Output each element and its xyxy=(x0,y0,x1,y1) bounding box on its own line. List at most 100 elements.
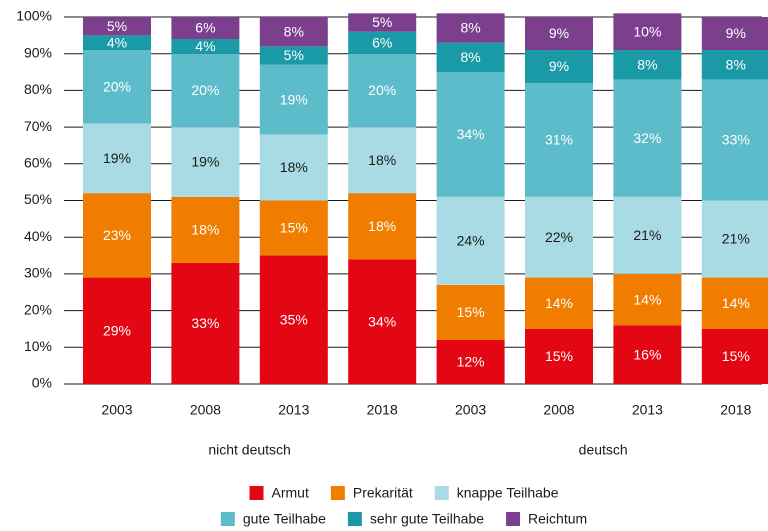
data-label: 33% xyxy=(722,132,750,148)
data-label: 21% xyxy=(633,227,661,243)
bar-segment xyxy=(701,50,768,80)
bar-segment xyxy=(701,277,768,329)
data-label: 18% xyxy=(368,152,396,168)
bar-segment xyxy=(701,200,768,278)
bar-segment xyxy=(348,127,417,194)
bar-segment xyxy=(83,35,151,51)
data-label: 18% xyxy=(280,159,308,175)
data-label: 8% xyxy=(637,56,657,72)
bar-segment xyxy=(171,53,240,128)
bar-segment xyxy=(259,46,328,65)
x-tick-label: 2013 xyxy=(278,402,309,418)
bar-segment xyxy=(701,328,768,384)
data-label: 16% xyxy=(633,346,661,362)
data-label: 23% xyxy=(103,227,131,243)
legend-item: sehr gute Teilhabe xyxy=(347,511,484,527)
bar-segment xyxy=(613,273,682,326)
y-tick-label: 0% xyxy=(32,375,52,391)
bar-segment xyxy=(436,284,505,340)
bar-segment xyxy=(348,259,417,384)
legend-swatch xyxy=(434,486,449,500)
bar-segment xyxy=(171,127,240,197)
bar-segment xyxy=(613,325,682,384)
y-tick-label: 20% xyxy=(24,301,52,317)
y-tick-label: 50% xyxy=(24,191,52,207)
bar-segment xyxy=(83,50,151,124)
bar-segment xyxy=(259,255,328,384)
legend-swatch xyxy=(330,486,345,500)
data-label: 15% xyxy=(722,348,750,364)
bar-segment xyxy=(259,64,328,135)
legend-swatch xyxy=(347,512,362,526)
bar-segment xyxy=(525,196,593,278)
data-label: 14% xyxy=(722,295,750,311)
data-label: 20% xyxy=(368,82,396,98)
y-tick-label: 100% xyxy=(16,8,52,24)
data-label: 34% xyxy=(457,126,485,142)
x-tick-label: 2018 xyxy=(720,402,751,418)
y-tick-label: 80% xyxy=(24,81,52,97)
bar-segment xyxy=(348,53,417,128)
data-label: 8% xyxy=(460,49,480,65)
bar-segment xyxy=(171,17,240,40)
data-label: 14% xyxy=(545,295,573,311)
data-label: 31% xyxy=(545,132,573,148)
y-tick-label: 90% xyxy=(24,44,52,60)
data-label: 9% xyxy=(549,58,569,74)
bar-segment xyxy=(259,17,328,47)
x-tick-label: 2003 xyxy=(101,402,132,418)
data-label: 4% xyxy=(195,38,215,54)
bar-segment xyxy=(701,17,768,51)
data-label: 14% xyxy=(633,291,661,307)
bar-segment xyxy=(83,123,151,194)
bar-segment xyxy=(613,50,682,80)
data-label: 15% xyxy=(457,304,485,320)
legend-swatch xyxy=(249,486,264,500)
y-tick-label: 30% xyxy=(24,265,52,281)
bar-segment xyxy=(613,196,682,274)
bar-segment xyxy=(436,13,505,43)
bar-segment xyxy=(436,196,505,285)
legend-item: Armut xyxy=(249,485,309,501)
x-tick-label: 2008 xyxy=(543,402,574,418)
bar-segment xyxy=(83,17,151,36)
bar-segment xyxy=(613,79,682,197)
data-label: 15% xyxy=(545,348,573,364)
data-label: 4% xyxy=(107,34,127,50)
legend-label: gute Teilhabe xyxy=(243,511,326,527)
bar-segment xyxy=(83,193,151,278)
bar-segment xyxy=(348,13,417,32)
legend-label: knappe Teilhabe xyxy=(457,485,559,501)
legend-swatch xyxy=(506,512,521,526)
bar-segment xyxy=(259,134,328,201)
bar-segment xyxy=(525,83,593,197)
data-label: 34% xyxy=(368,313,396,329)
bar-segment xyxy=(436,72,505,197)
legend-item: Prekarität xyxy=(330,485,413,501)
bar-segment xyxy=(525,277,593,329)
y-tick-label: 70% xyxy=(24,118,52,134)
bar-segment xyxy=(171,262,240,384)
bar-segment xyxy=(701,79,768,201)
data-label: 10% xyxy=(633,23,661,39)
data-label: 24% xyxy=(457,233,485,249)
legend-item: knappe Teilhabe xyxy=(434,485,559,501)
data-label: 15% xyxy=(280,220,308,236)
legend-label: sehr gute Teilhabe xyxy=(370,511,484,527)
x-tick-label: 2018 xyxy=(367,402,398,418)
data-label: 9% xyxy=(549,25,569,41)
data-label: 5% xyxy=(107,18,127,34)
legend-label: Reichtum xyxy=(528,511,587,527)
bar-segment xyxy=(171,39,240,54)
bar-segment xyxy=(259,200,328,256)
bar-segment xyxy=(436,42,505,73)
data-label: 19% xyxy=(103,150,131,166)
data-label: 5% xyxy=(284,47,304,63)
data-label: 32% xyxy=(633,130,661,146)
data-label: 20% xyxy=(103,78,131,94)
group-label: nicht deutsch xyxy=(208,442,291,458)
data-label: 6% xyxy=(372,34,392,50)
legend-row: Armut Prekarität knappe Teilhabe xyxy=(249,485,559,501)
data-label: 22% xyxy=(545,229,573,245)
